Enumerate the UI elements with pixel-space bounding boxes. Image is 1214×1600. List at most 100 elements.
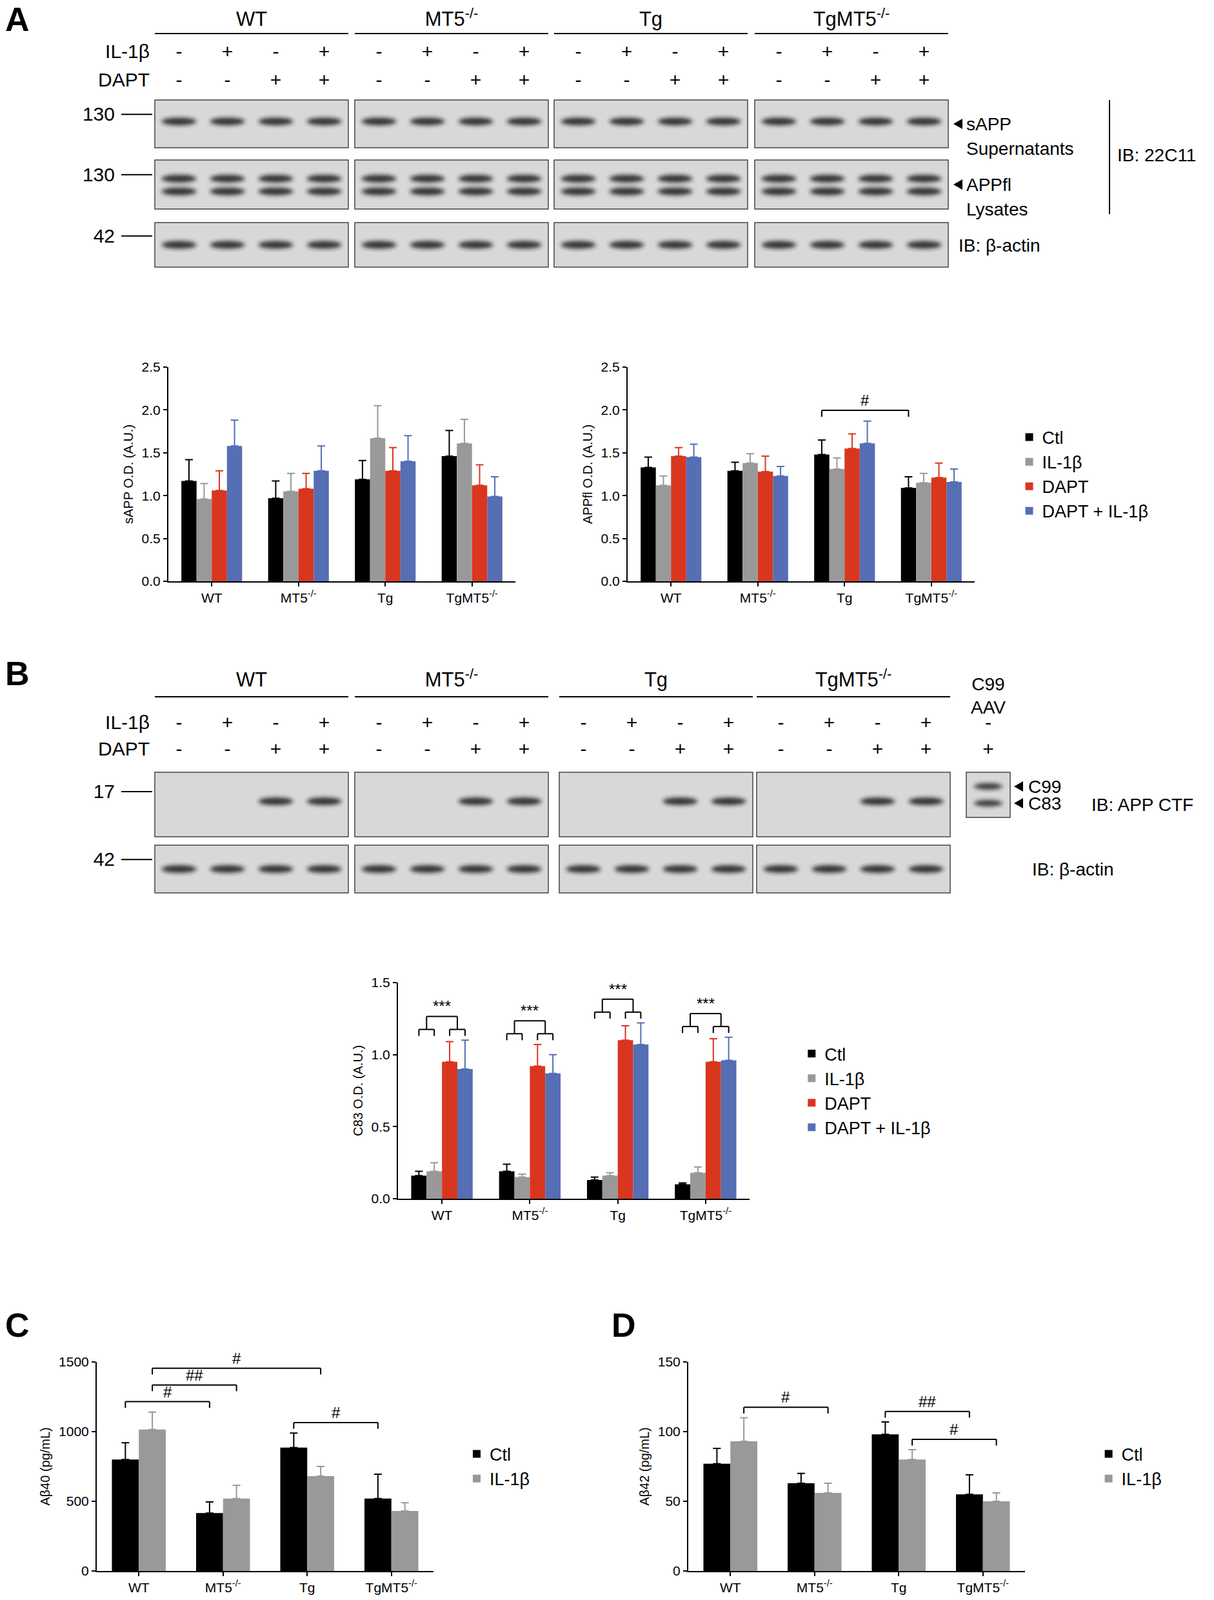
svg-text:2.0: 2.0 [141, 402, 161, 418]
svg-text:-: - [872, 40, 880, 62]
svg-text:Ctl: Ctl [489, 1444, 511, 1465]
svg-text:C83: C83 [1028, 793, 1062, 814]
svg-text:-: - [672, 40, 679, 62]
svg-text:TgMT5​-/-​: TgMT5​-/-​ [679, 1205, 732, 1223]
svg-text:+: + [626, 711, 638, 733]
svg-text:#: # [232, 1349, 242, 1367]
svg-text:-: - [176, 711, 183, 733]
svg-text:0: 0 [81, 1562, 90, 1578]
svg-text:#: # [163, 1383, 173, 1401]
svg-text:MT5​-/-​: MT5​-/-​ [280, 588, 317, 606]
svg-text:50: 50 [665, 1493, 680, 1509]
svg-text:-: - [224, 737, 231, 760]
svg-text:-: - [824, 69, 831, 91]
svg-text:1.0: 1.0 [371, 1046, 391, 1062]
svg-text:-: - [777, 711, 785, 733]
svg-text:MT5​-/-​: MT5​-/-​ [796, 1577, 833, 1595]
svg-text:-: - [176, 69, 183, 91]
svg-text:-: - [376, 69, 383, 91]
svg-text:TgMT5-/-: TgMT5-/- [813, 5, 891, 31]
svg-text:C83 O.D. (A.U.): C83 O.D. (A.U.) [350, 1044, 366, 1136]
svg-text:WT: WT [431, 1207, 453, 1223]
svg-text:130: 130 [82, 103, 115, 125]
svg-text:DAPT: DAPT [824, 1094, 871, 1114]
svg-text:#: # [860, 391, 870, 409]
svg-text:+: + [717, 69, 730, 91]
svg-text:+: + [674, 737, 687, 760]
svg-text:0.5: 0.5 [141, 530, 161, 546]
svg-text:***: *** [608, 980, 627, 998]
svg-text:+: + [823, 711, 836, 733]
svg-text:MT5​-/-​: MT5​-/-​ [511, 1205, 548, 1223]
svg-text:+: + [470, 69, 482, 91]
svg-text:-: - [777, 737, 785, 760]
svg-text:+: + [518, 737, 531, 760]
svg-text:1.5: 1.5 [371, 974, 391, 990]
svg-text:+: + [470, 737, 482, 760]
svg-text:+: + [918, 40, 931, 62]
svg-text:-: - [376, 737, 383, 760]
svg-text:2.0: 2.0 [601, 402, 620, 418]
svg-text:-: - [376, 711, 383, 733]
svg-text:TgMT5​-/-​: TgMT5​-/-​ [446, 588, 498, 606]
svg-text:500: 500 [66, 1493, 90, 1509]
svg-text:-: - [677, 711, 684, 733]
svg-text:WT: WT [201, 590, 223, 606]
svg-text:IB: β-actin: IB: β-actin [958, 235, 1041, 256]
svg-text:42: 42 [93, 848, 115, 870]
svg-text:0.0: 0.0 [141, 573, 161, 589]
svg-text:+: + [318, 711, 331, 733]
svg-text:Tg: Tg [836, 590, 853, 606]
svg-text:A: A [5, 0, 30, 39]
svg-text:-: - [376, 40, 383, 62]
svg-text:IB: APP CTF: IB: APP CTF [1091, 794, 1194, 815]
svg-text:0.0: 0.0 [601, 573, 620, 589]
svg-text:IB: β-actin: IB: β-actin [1032, 859, 1115, 880]
svg-text:+: + [621, 40, 633, 62]
svg-text:Aβ40 (pg/mL): Aβ40 (pg/mL) [38, 1426, 53, 1506]
svg-text:WT: WT [660, 590, 682, 606]
svg-text:TgMT5​-/-​: TgMT5​-/-​ [365, 1577, 418, 1595]
svg-text:DAPT + IL-1β: DAPT + IL-1β [824, 1118, 931, 1138]
svg-text:C: C [5, 1306, 30, 1344]
svg-text:DAPT: DAPT [98, 737, 150, 760]
svg-text:-: - [472, 40, 480, 62]
svg-text:Ctl: Ctl [1121, 1444, 1144, 1465]
svg-text:IL-1β: IL-1β [1042, 452, 1083, 473]
svg-text:+: + [982, 737, 995, 760]
svg-text:MT5-/-: MT5-/- [425, 5, 478, 31]
svg-text:100: 100 [657, 1423, 681, 1439]
svg-text:+: + [872, 737, 884, 760]
svg-text:***: *** [696, 994, 715, 1013]
svg-text:-: - [575, 69, 582, 91]
svg-text:WT: WT [128, 1579, 150, 1595]
svg-text:#: # [949, 1420, 959, 1438]
svg-text:Ctl: Ctl [824, 1044, 846, 1065]
svg-text:1.5: 1.5 [601, 445, 620, 460]
svg-text:DAPT: DAPT [98, 69, 150, 91]
svg-text:Tg: Tg [299, 1579, 316, 1595]
svg-text:#: # [781, 1388, 791, 1406]
svg-text:-: - [176, 40, 183, 62]
svg-text:B: B [5, 654, 30, 693]
svg-text:Tg: Tg [377, 590, 394, 606]
svg-text:150: 150 [657, 1353, 681, 1369]
svg-text:Tg: Tg [644, 668, 668, 691]
svg-text:TgMT5-/-: TgMT5-/- [815, 665, 893, 691]
svg-text:+: + [669, 69, 682, 91]
svg-text:2.5: 2.5 [601, 359, 620, 375]
svg-text:+: + [270, 69, 282, 91]
svg-text:Tg: Tg [609, 1207, 626, 1223]
svg-text:WT: WT [236, 7, 268, 31]
svg-text:+: + [270, 737, 282, 760]
svg-text:-: - [776, 69, 783, 91]
svg-text:0.5: 0.5 [371, 1119, 391, 1135]
svg-text:-: - [826, 737, 833, 760]
svg-text:+: + [723, 737, 735, 760]
svg-text:***: *** [432, 997, 451, 1015]
svg-text:sAPP: sAPP [966, 114, 1012, 135]
svg-text:-: - [580, 737, 588, 760]
svg-text:WT: WT [236, 668, 268, 691]
svg-text:TgMT5​-/-​: TgMT5​-/-​ [957, 1577, 1009, 1595]
svg-text:+: + [821, 40, 834, 62]
